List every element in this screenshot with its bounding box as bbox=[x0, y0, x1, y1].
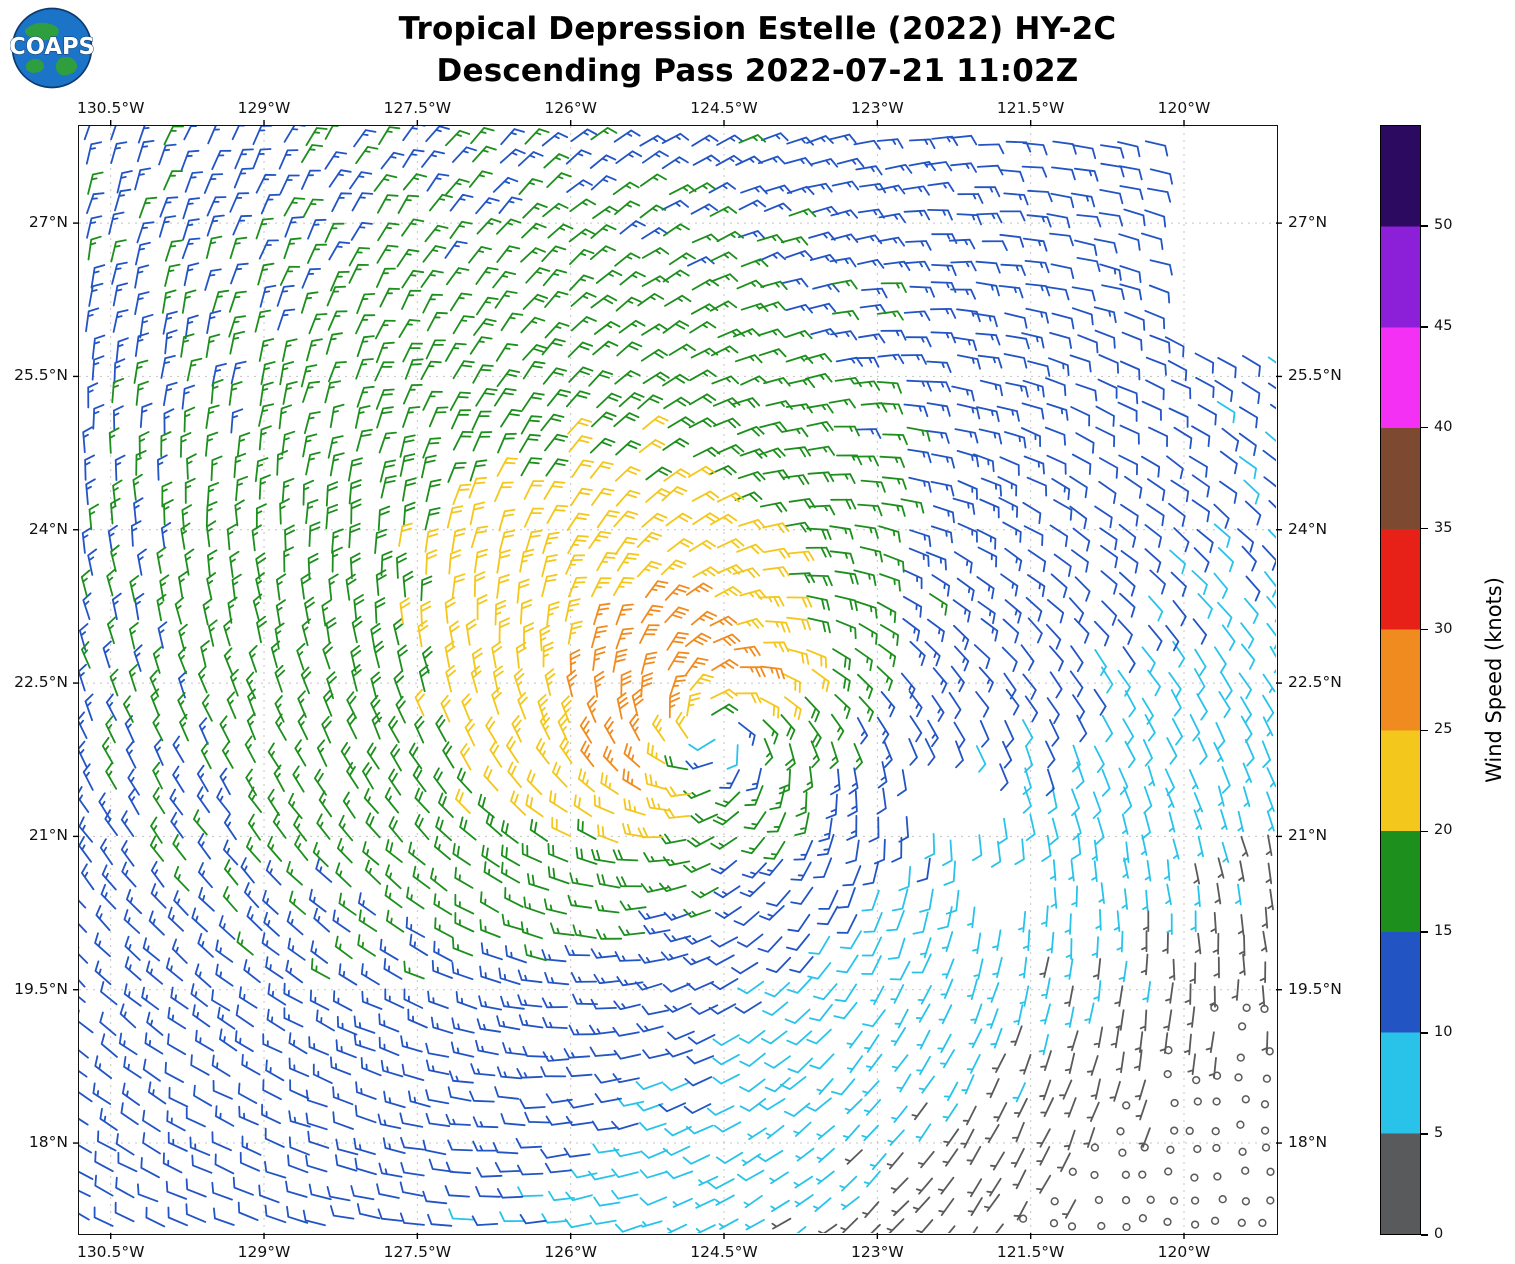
y-axis-tick-label-left: 27°N bbox=[28, 213, 68, 232]
colorbar-tick-label: 25 bbox=[1434, 721, 1453, 738]
colorbar-tick bbox=[1421, 729, 1428, 732]
x-axis-tick-label-top: 120°W bbox=[1157, 99, 1211, 117]
colorbar-tick bbox=[1421, 326, 1428, 328]
x-axis-tick-label-bottom: 130.5°W bbox=[76, 1243, 145, 1261]
colorbar-tick bbox=[1421, 527, 1428, 530]
x-axis-tick-label-bottom: 123°W bbox=[850, 1243, 904, 1261]
y-axis-tick-label-left: 18°N bbox=[28, 1133, 68, 1152]
x-axis-tick-label-top: 129°W bbox=[237, 99, 291, 117]
colorbar-tick-label: 0 bbox=[1434, 1226, 1444, 1242]
grid-lines bbox=[79, 126, 1276, 1233]
x-axis-tick-label-top: 123°W bbox=[850, 99, 904, 117]
x-axis-tick-label-top: 127.5°W bbox=[383, 99, 452, 117]
x-axis-tick-label-bottom: 121.5°W bbox=[996, 1243, 1065, 1261]
logo-text: COAPS bbox=[10, 34, 94, 60]
x-axis-tick-label-top: 121.5°W bbox=[996, 99, 1065, 117]
title-line-1: Tropical Depression Estelle (2022) HY-2C bbox=[398, 11, 1117, 47]
wind-barbs bbox=[79, 126, 1276, 1233]
y-axis-tick-label-right: 25.5°N bbox=[1288, 366, 1342, 385]
continent-shape bbox=[25, 58, 45, 73]
x-axis-tick-label-bottom: 126°W bbox=[544, 1243, 598, 1261]
x-axis-tick-label-bottom: 129°W bbox=[237, 1243, 291, 1261]
continent-shape bbox=[24, 22, 59, 41]
colorbar: 0 5 10 15 20 25 30 35 40 45 50 bbox=[1380, 125, 1515, 1242]
colorbar-tick bbox=[1421, 830, 1428, 833]
continent-shape bbox=[55, 56, 78, 76]
colorbar-tick-label: 50 bbox=[1434, 216, 1453, 233]
colorbar-tick-label: 15 bbox=[1434, 923, 1453, 940]
y-axis-tick-label-right: 27°N bbox=[1288, 213, 1328, 232]
x-axis-tick-label-bottom: 124.5°W bbox=[690, 1243, 758, 1261]
colorbar-axis-label: Wind Speed (knots) bbox=[1482, 577, 1506, 783]
colorbar-tick-label: 45 bbox=[1434, 317, 1453, 334]
axis-ticks bbox=[73, 120, 1282, 1239]
colorbar-tick bbox=[1421, 1032, 1428, 1034]
x-axis-tick-label-top: 124.5°W bbox=[690, 99, 758, 117]
colorbar-tick bbox=[1421, 225, 1428, 227]
x-axis-tick-label-top: 126°W bbox=[544, 99, 598, 117]
y-axis-tick-label-left: 22.5°N bbox=[14, 673, 68, 692]
colorbar-tick-label: 35 bbox=[1434, 519, 1453, 536]
y-axis-tick-label-right: 22.5°N bbox=[1288, 673, 1342, 692]
calm-wind-circles bbox=[1018, 1003, 1275, 1232]
coaps-logo: COAPS bbox=[10, 7, 94, 89]
map-plot-area: 130.5°W 130.5°W 129°W 129°W 127.5°W 127.5°W 12… bbox=[14, 99, 1342, 1261]
colorbar-tick-label: 40 bbox=[1434, 418, 1453, 435]
colorbar-tick-label: 5 bbox=[1434, 1125, 1444, 1142]
y-axis-tick-label-left: 19.5°N bbox=[14, 979, 68, 998]
colorbar-tick-label: 30 bbox=[1434, 620, 1453, 637]
colorbar-tick bbox=[1421, 931, 1428, 933]
y-axis-tick-label-right: 21°N bbox=[1288, 826, 1328, 845]
colorbar-tick bbox=[1421, 1234, 1428, 1236]
chart-title: Tropical Depression Estelle (2022) HY-2C… bbox=[0, 8, 1515, 92]
x-axis-tick-label-bottom: 120°W bbox=[1157, 1243, 1211, 1261]
colorbar-tick-label: 10 bbox=[1434, 1024, 1453, 1041]
colorbar-tick-label: 20 bbox=[1434, 822, 1453, 839]
colorbar-tick bbox=[1421, 1133, 1428, 1135]
y-axis-tick-label-right: 24°N bbox=[1288, 519, 1328, 538]
y-axis-tick-label-left: 21°N bbox=[28, 826, 68, 845]
y-axis-tick-label-right: 19.5°N bbox=[1288, 979, 1342, 998]
colorbar-tick bbox=[1421, 628, 1428, 631]
colorbar-tick bbox=[1421, 426, 1428, 429]
title-line-2: Descending Pass 2022-07-21 11:02Z bbox=[436, 53, 1079, 89]
x-axis-tick-label-top: 130.5°W bbox=[76, 99, 145, 117]
y-axis-tick-label-right: 18°N bbox=[1288, 1133, 1328, 1152]
x-axis-tick-label-bottom: 127.5°W bbox=[383, 1243, 452, 1261]
colorbar-gradient bbox=[1380, 125, 1421, 1235]
y-axis-tick-label-left: 25.5°N bbox=[14, 366, 68, 385]
y-axis-tick-label-left: 24°N bbox=[28, 519, 68, 538]
wind-barb-field bbox=[73, 120, 1282, 1239]
